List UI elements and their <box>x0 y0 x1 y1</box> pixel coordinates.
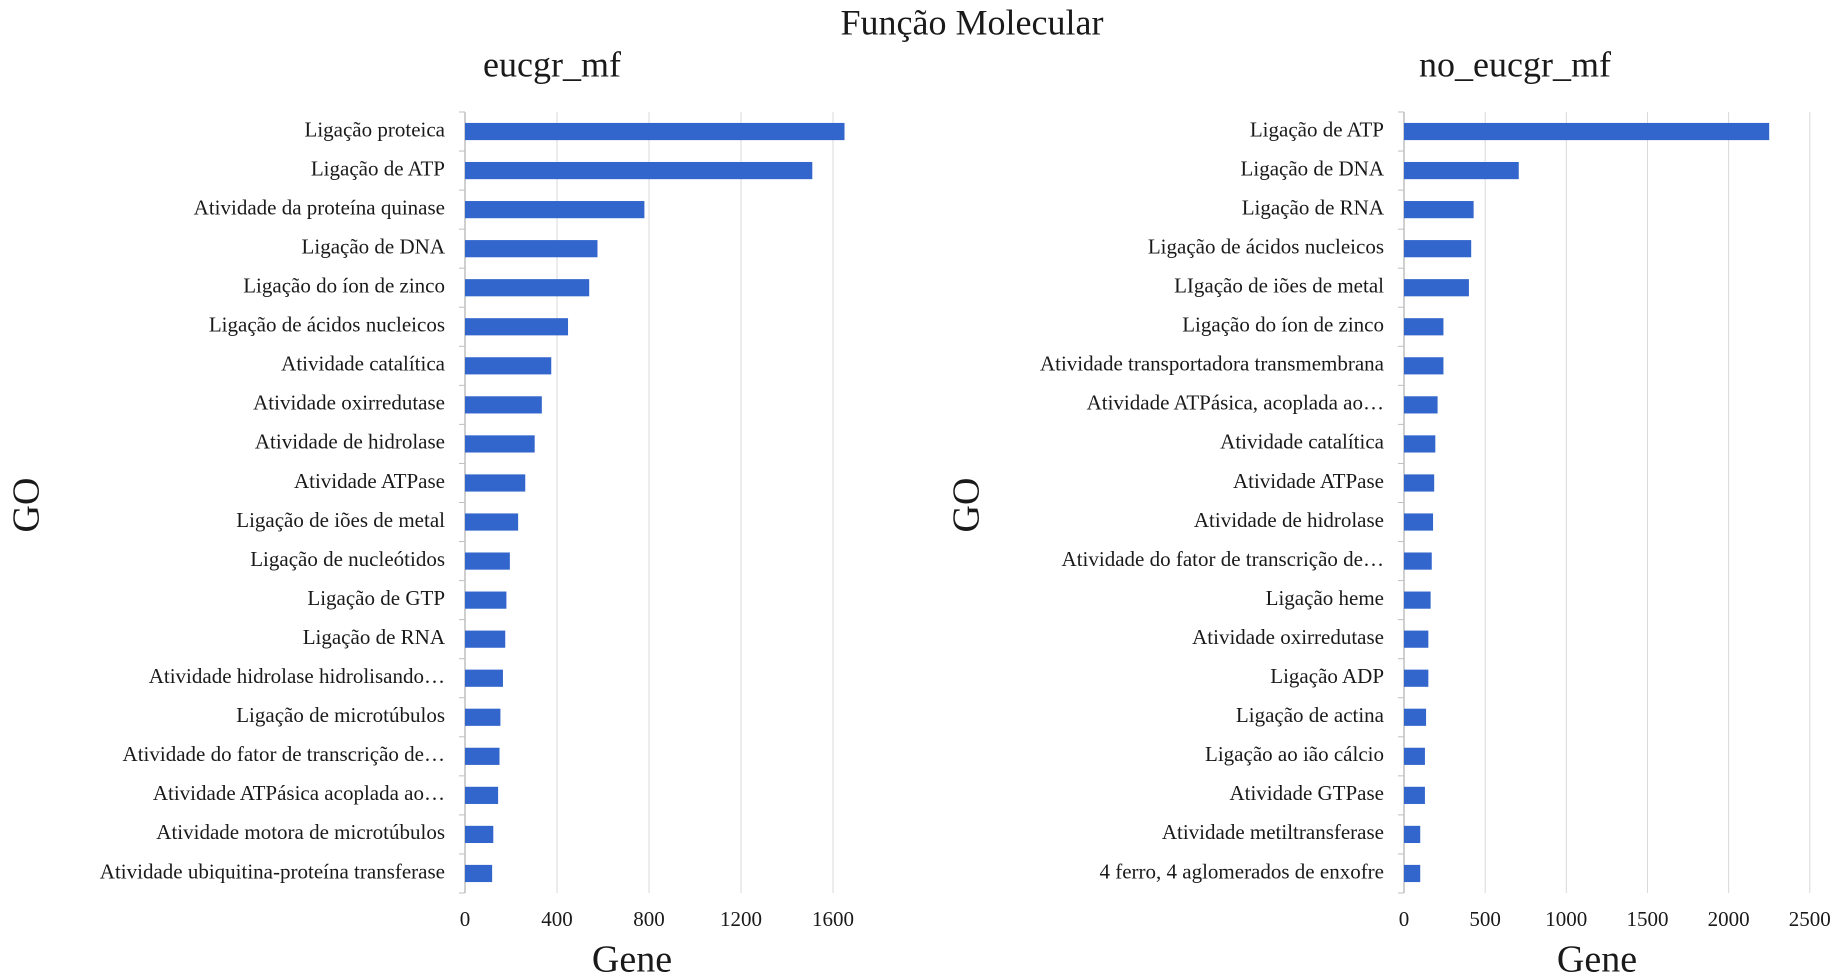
x-tick-label: 2500 <box>1789 907 1831 931</box>
y-tick-label: Atividade motora de microtúbulos <box>156 820 445 844</box>
x-axis-title: Gene <box>1557 939 1637 979</box>
y-tick-label: Atividade transportadora transmembrana <box>1040 352 1385 376</box>
y-tick-label: Ligação do íon de zinco <box>1182 313 1384 337</box>
bar <box>1404 435 1436 453</box>
bar <box>1404 357 1444 375</box>
bar <box>465 708 501 726</box>
bar <box>1404 825 1421 844</box>
x-tick-label: 500 <box>1469 907 1501 931</box>
bar <box>465 474 526 492</box>
bar <box>465 864 493 883</box>
y-tick-label: 4 ferro, 4 aglomerados de enxofre <box>1099 859 1384 883</box>
bar <box>465 435 535 453</box>
y-tick-label: Ligação de ácidos nucleicos <box>1148 234 1384 258</box>
y-tick-label: Atividade oxirredutase <box>253 391 445 415</box>
bar <box>465 396 542 414</box>
bar <box>465 825 494 844</box>
x-tick-label: 1000 <box>1545 907 1587 931</box>
bar <box>465 786 499 804</box>
x-tick-label: 0 <box>460 907 471 931</box>
y-tick-label: Atividade GTPase <box>1229 781 1384 805</box>
bar <box>465 318 569 336</box>
bar <box>465 357 552 375</box>
y-tick-label: Atividade ATPásica, acoplada ao… <box>1087 391 1384 415</box>
x-tick-label: 1200 <box>720 907 762 931</box>
y-tick-label: Ligação de RNA <box>303 625 446 649</box>
y-tick-label: Ligação de iões de metal <box>236 508 445 532</box>
y-tick-label: Ligação de DNA <box>302 234 446 258</box>
y-tick-label: Atividade de hidrolase <box>255 430 445 454</box>
bar <box>1404 396 1438 414</box>
bar <box>465 552 510 570</box>
x-tick-label: 800 <box>633 907 665 931</box>
y-tick-label: Ligação de RNA <box>1242 195 1385 219</box>
bar <box>465 201 645 219</box>
x-tick-label: 1500 <box>1626 907 1668 931</box>
bar <box>465 122 845 141</box>
y-tick-label: Atividade hidrolase hidrolisando… <box>149 664 445 688</box>
y-tick-label: Atividade oxirredutase <box>1192 625 1384 649</box>
y-tick-label: Atividade do fator de transcrição de… <box>1062 547 1384 571</box>
figure-title: Função Molecular <box>841 2 1104 42</box>
y-tick-label: Ligação de GTP <box>307 586 445 610</box>
bar <box>465 161 813 180</box>
y-tick-label: Atividade metiltransferase <box>1162 820 1384 844</box>
bar <box>1404 552 1432 570</box>
bar <box>1404 122 1770 141</box>
bar <box>1404 630 1429 648</box>
bar <box>465 747 500 765</box>
y-tick-label: LIgação de iões de metal <box>1174 274 1384 298</box>
y-tick-label: Ligação de ácidos nucleicos <box>209 313 445 337</box>
bar <box>1404 240 1472 258</box>
y-tick-label: Atividade de hidrolase <box>1194 508 1384 532</box>
bar <box>1404 318 1444 336</box>
bar <box>1404 279 1469 297</box>
bar <box>1404 669 1429 687</box>
bar <box>465 669 503 687</box>
bar <box>465 279 590 297</box>
y-tick-label: Atividade catalítica <box>1220 430 1385 454</box>
x-axis-title: Gene <box>592 939 672 979</box>
bar <box>1404 161 1519 180</box>
bar <box>1404 708 1427 726</box>
bar <box>465 591 507 609</box>
y-tick-label: Atividade do fator de transcrição de… <box>123 742 445 766</box>
y-tick-label: Ligação de nucleótidos <box>250 547 445 571</box>
bar <box>1404 747 1425 765</box>
y-tick-label: Ligação ao ião cálcio <box>1205 742 1384 766</box>
y-tick-label: Atividade ubiquitina-proteína transferas… <box>100 859 445 883</box>
bar <box>1404 864 1421 883</box>
y-tick-label: Atividade catalítica <box>281 352 446 376</box>
y-tick-label: Ligação proteica <box>305 117 446 141</box>
bar <box>1404 474 1435 492</box>
y-tick-label: Ligação de microtúbulos <box>236 703 445 727</box>
x-tick-label: 2000 <box>1708 907 1750 931</box>
bar <box>465 513 519 531</box>
chart-title: eucgr_mf <box>483 44 621 84</box>
y-tick-label: Ligação de DNA <box>1241 156 1385 180</box>
y-tick-label: Atividade ATPase <box>1233 469 1384 493</box>
y-tick-label: Ligação de ATP <box>311 156 445 180</box>
y-tick-label: Ligação heme <box>1266 586 1384 610</box>
bar <box>1404 786 1425 804</box>
y-axis-title: GO <box>946 478 988 533</box>
y-axis-title: GO <box>6 478 48 533</box>
bar <box>1404 513 1434 531</box>
bar <box>1404 591 1431 609</box>
y-tick-label: Atividade ATPásica acoplada ao… <box>153 781 445 805</box>
chart-title: no_eucgr_mf <box>1419 44 1611 84</box>
x-tick-label: 400 <box>541 907 573 931</box>
x-tick-label: 1600 <box>812 907 854 931</box>
y-tick-label: Ligação ADP <box>1270 664 1384 688</box>
y-tick-label: Ligação de actina <box>1236 703 1385 727</box>
y-tick-label: Ligação do íon de zinco <box>243 274 445 298</box>
bar <box>465 630 506 648</box>
bar <box>465 240 598 258</box>
y-tick-label: Atividade ATPase <box>294 469 445 493</box>
y-tick-label: Atividade da proteína quinase <box>194 195 445 219</box>
bar <box>1404 201 1474 219</box>
x-tick-label: 0 <box>1399 907 1410 931</box>
y-tick-label: Ligação de ATP <box>1250 117 1384 141</box>
